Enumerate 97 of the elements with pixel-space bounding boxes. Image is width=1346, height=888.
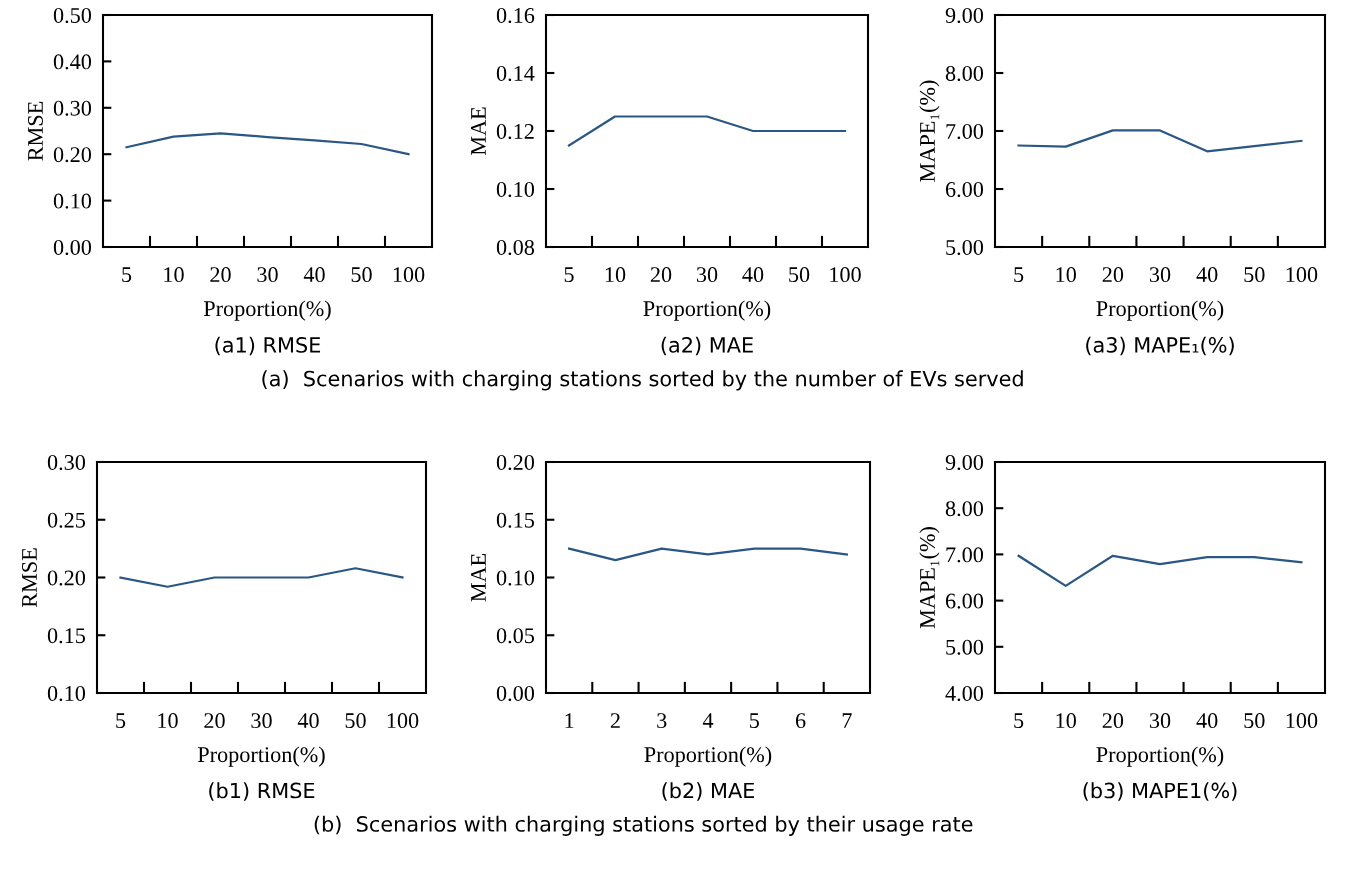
text: (a3) MAPE₁(%) <box>1086 336 1234 356</box>
x-tick-label: 5 <box>1014 713 1024 729</box>
x-tick-label: 30 <box>1149 713 1171 729</box>
x-axis-title: Proportion(%) <box>203 300 331 321</box>
x-tick-label: 5 <box>1014 267 1024 283</box>
text: (b1) RMSE <box>209 782 315 801</box>
y-tick-label: 5.00 <box>946 639 984 655</box>
y-tick-label: 0.20 <box>53 147 92 163</box>
x-tick-label: 10 <box>158 713 178 729</box>
x-tick-label: 20 <box>1102 267 1124 283</box>
y-tick-label: 0.15 <box>496 512 535 528</box>
x-tick-label: 50 <box>789 267 810 283</box>
y-tick-label: 0.14 <box>496 65 535 82</box>
text: (a) Scenarios with charging stations sorted by the number of EVs served <box>262 370 1023 391</box>
x-tick-label: 5 <box>122 267 132 283</box>
y-tick-label: 9.00 <box>945 454 984 471</box>
y-tick-label: 8.00 <box>945 65 984 82</box>
y-tick-label: 0.10 <box>496 570 535 586</box>
y-axis-title: RMSE <box>28 101 43 161</box>
x-tick-label: 5 <box>750 713 759 729</box>
text: (a1) RMSE <box>215 336 321 356</box>
x-tick-label: 40 <box>1196 267 1218 283</box>
y-axis-title: MAE <box>471 107 486 156</box>
x-axis-title: Proportion(%) <box>1096 746 1224 767</box>
y-tick-label: 0.30 <box>53 100 92 116</box>
x-tick-label: 6 <box>795 713 806 729</box>
x-tick-label: 2 <box>610 713 620 728</box>
x-tick-label: 30 <box>696 267 718 283</box>
x-tick-label: 30 <box>251 713 272 729</box>
y-axis-title: MAPE₁(%) <box>919 80 940 182</box>
x-tick-label: 10 <box>1056 713 1076 729</box>
y-tick-label: 0.10 <box>47 685 86 702</box>
y-tick-label: 8.00 <box>945 501 984 517</box>
x-tick-label: 10 <box>1056 267 1076 283</box>
text: (b2) MAE <box>662 782 755 801</box>
y-tick-label: 0.10 <box>53 193 92 209</box>
x-tick-label: 100 <box>393 267 425 283</box>
y-tick-label: 0.12 <box>496 123 534 140</box>
y-tick-label: 7.00 <box>946 547 984 563</box>
line-series <box>1017 554 1303 587</box>
y-tick-label: 6.00 <box>945 593 984 609</box>
x-tick-label: 50 <box>351 267 372 283</box>
x-tick-label: 40 <box>742 267 764 283</box>
y-axis-title: RMSE <box>22 548 37 608</box>
y-tick-label: 0.00 <box>496 685 535 702</box>
x-tick-label: 4 <box>702 713 714 728</box>
x-tick-label: 30 <box>257 267 278 283</box>
x-tick-label: 50 <box>1244 267 1265 283</box>
line-series <box>125 132 410 156</box>
x-tick-label: 10 <box>164 267 184 283</box>
y-axis-title: MAPE₁(%) <box>919 527 940 629</box>
x-tick-label: 7 <box>842 713 852 728</box>
y-axis-title: MAE <box>471 553 486 602</box>
y-tick-label: 6.00 <box>945 181 984 198</box>
x-axis-title: Proportion(%) <box>643 300 771 321</box>
x-tick-label: 100 <box>1286 713 1318 729</box>
x-tick-label: 20 <box>1102 713 1124 729</box>
x-tick-label: 50 <box>1244 713 1265 729</box>
y-tick-label: 0.30 <box>47 454 86 471</box>
y-tick-label: 0.05 <box>496 628 535 644</box>
x-tick-label: 100 <box>830 267 861 283</box>
x-tick-label: 3 <box>657 713 667 729</box>
y-tick-label: 9.00 <box>945 7 984 24</box>
x-axis-title: Proportion(%) <box>1096 300 1224 321</box>
x-tick-label: 20 <box>210 267 231 283</box>
y-tick-label: 0.20 <box>47 570 86 586</box>
y-tick-label: 0.08 <box>496 239 535 256</box>
y-tick-label: 7.00 <box>946 123 984 140</box>
y-tick-label: 4.00 <box>945 685 984 702</box>
line-series <box>1017 129 1303 153</box>
y-tick-label: 5.00 <box>946 239 984 256</box>
text: (a2) MAE <box>661 336 753 356</box>
x-tick-label: 50 <box>345 713 366 729</box>
x-tick-label: 20 <box>650 267 672 283</box>
y-tick-label: 0.40 <box>53 54 92 70</box>
y-tick-label: 0.10 <box>496 181 535 198</box>
x-tick-label: 10 <box>605 267 626 283</box>
y-tick-label: 0.25 <box>47 512 86 528</box>
x-tick-label: 40 <box>303 267 325 283</box>
text: (b) Scenarios with charging stations sorted by their usage rate <box>314 815 973 836</box>
x-tick-label: 30 <box>1149 267 1171 283</box>
x-axis-title: Proportion(%) <box>197 746 325 767</box>
x-tick-label: 1 <box>565 713 574 728</box>
y-tick-label: 0.15 <box>47 628 86 644</box>
x-tick-label: 20 <box>204 713 225 729</box>
y-tick-label: 0.50 <box>53 7 92 24</box>
x-tick-label: 5 <box>116 713 126 729</box>
x-tick-label: 5 <box>564 267 574 283</box>
x-tick-label: 40 <box>1196 713 1218 729</box>
y-tick-label: 0.16 <box>496 7 535 24</box>
y-tick-label: 0.00 <box>53 239 92 256</box>
x-tick-label: 100 <box>1286 267 1318 283</box>
text: (b3) MAPE1(%) <box>1083 782 1237 801</box>
y-tick-label: 0.20 <box>496 454 535 471</box>
x-tick-label: 40 <box>297 713 319 729</box>
x-tick-label: 100 <box>387 713 419 729</box>
x-axis-title: Proportion(%) <box>644 746 772 767</box>
